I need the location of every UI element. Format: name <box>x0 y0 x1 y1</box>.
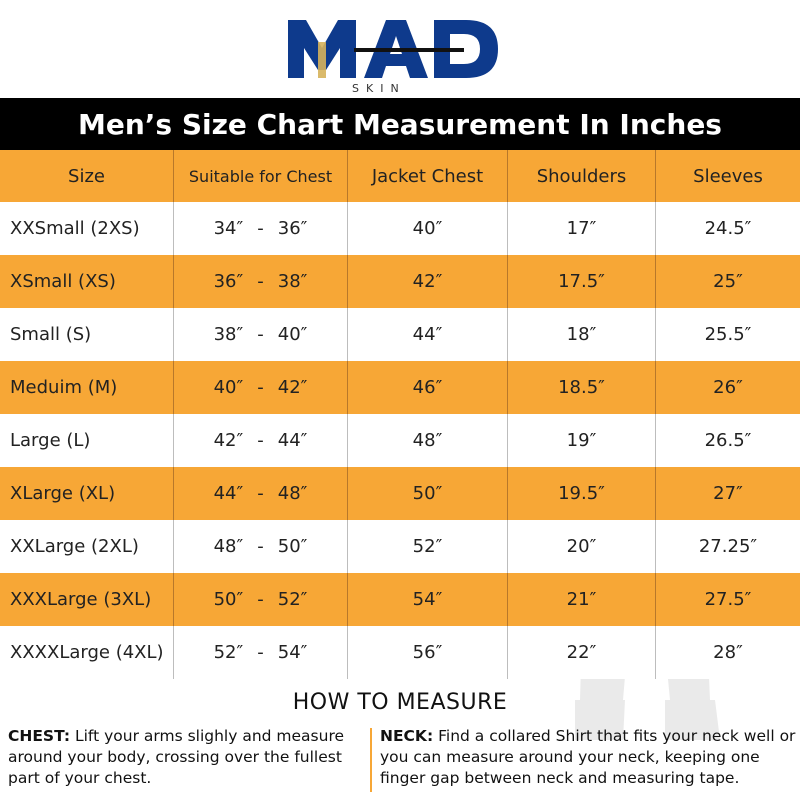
size-cell: Small (S) <box>0 308 174 361</box>
chest-instructions: CHEST: Lift your arms slighly and measur… <box>8 726 368 789</box>
column-header-size: Size <box>0 150 174 202</box>
logo-subtitle: SKIN <box>352 82 406 95</box>
shoulders-cell: 17″ <box>508 202 656 255</box>
chest-range-cell: 52″ -54″ <box>174 626 348 679</box>
table-row: XXXLarge (3XL) 50″ -52″ 54″ 21″ 27.5″ <box>0 573 800 626</box>
chest-range-cell: 40″ -42″ <box>174 361 348 414</box>
size-cell: XXXXLarge (4XL) <box>0 626 174 679</box>
neck-text: Find a collared Shirt that fits your nec… <box>380 727 796 787</box>
column-header-sleeves: Sleeves <box>693 165 763 187</box>
shoulders-cell: 17.5″ <box>508 255 656 308</box>
size-table: Size Suitable for Chest Jacket Chest Sho… <box>0 150 800 679</box>
brand-logo: SKIN <box>0 0 800 98</box>
jacket-chest-cell: 56″ <box>348 626 508 679</box>
sleeves-cell: 25″ <box>713 271 743 292</box>
jacket-chest-cell: 44″ <box>348 308 508 361</box>
chart-title: Men’s Size Chart Measurement In Inches <box>78 107 722 141</box>
sleeves-cell: 27″ <box>713 483 743 504</box>
shoulders-cell: 22″ <box>508 626 656 679</box>
sleeves-cell: 25.5″ <box>704 324 752 345</box>
shoulders-cell: 21″ <box>508 573 656 626</box>
neck-instructions: NECK: Find a collared Shirt that fits yo… <box>380 726 800 789</box>
shoulders-cell: 18″ <box>508 308 656 361</box>
shoulders-cell: 18.5″ <box>508 361 656 414</box>
chest-text: Lift your arms slighly and measure aroun… <box>8 727 345 787</box>
size-cell: XXXLarge (3XL) <box>0 573 174 626</box>
size-cell: XXSmall (2XS) <box>0 202 174 255</box>
jacket-chest-cell: 48″ <box>348 414 508 467</box>
table-row: Small (S) 38″ -40″ 44″ 18″ 25.5″ <box>0 308 800 361</box>
chest-range-cell: 34″ -36″ <box>174 202 348 255</box>
sleeves-cell: 27.5″ <box>704 589 752 610</box>
mad-logo-graphic <box>288 20 498 78</box>
jacket-chest-cell: 46″ <box>348 361 508 414</box>
sleeves-cell: 26″ <box>713 377 743 398</box>
column-header-suitable-chest: Suitable for Chest <box>174 150 348 202</box>
table-row: XSmall (XS) 36″ -38″ 42″ 17.5″ 25″ <box>0 255 800 308</box>
size-cell: XXLarge (2XL) <box>0 520 174 573</box>
table-row: XLarge (XL) 44″ -48″ 50″ 19.5″ 27″ <box>0 467 800 520</box>
chest-range-cell: 36″ -38″ <box>174 255 348 308</box>
table-header-row: Size Suitable for Chest Jacket Chest Sho… <box>0 150 800 202</box>
table-row: XXXXLarge (4XL) 52″ -54″ 56″ 22″ 28″ <box>0 626 800 679</box>
table-row: XXSmall (2XS) 34″ -36″ 40″ 17″ 24.5″ <box>0 202 800 255</box>
jacket-chest-cell: 42″ <box>348 255 508 308</box>
neck-label: NECK: <box>380 727 434 745</box>
sleeves-cell: 26.5″ <box>704 430 752 451</box>
chest-range-cell: 42″ -44″ <box>174 414 348 467</box>
instructions-divider <box>370 728 372 792</box>
chest-range-cell: 44″ -48″ <box>174 467 348 520</box>
size-cell: Large (L) <box>0 414 174 467</box>
jacket-chest-cell: 40″ <box>348 202 508 255</box>
size-cell: XSmall (XS) <box>0 255 174 308</box>
shoulders-cell: 19.5″ <box>508 467 656 520</box>
column-header-jacket-chest: Jacket Chest <box>348 150 508 202</box>
table-row: Meduim (M) 40″ -42″ 46″ 18.5″ 26″ <box>0 361 800 414</box>
jacket-chest-cell: 54″ <box>348 573 508 626</box>
size-cell: XLarge (XL) <box>0 467 174 520</box>
title-bar: Men’s Size Chart Measurement In Inches <box>0 98 800 150</box>
sleeves-cell: 27.25″ <box>698 536 758 557</box>
table-row: Large (L) 42″ -44″ 48″ 19″ 26.5″ <box>0 414 800 467</box>
table-row: XXLarge (2XL) 48″ -50″ 52″ 20″ 27.25″ <box>0 520 800 573</box>
sleeves-cell: 24.5″ <box>704 218 752 239</box>
jacket-chest-cell: 50″ <box>348 467 508 520</box>
shoulders-cell: 19″ <box>508 414 656 467</box>
column-header-shoulders: Shoulders <box>508 150 656 202</box>
size-cell: Meduim (M) <box>0 361 174 414</box>
sleeves-cell: 28″ <box>713 642 743 663</box>
jacket-chest-cell: 52″ <box>348 520 508 573</box>
shoulders-cell: 20″ <box>508 520 656 573</box>
chest-label: CHEST: <box>8 727 71 745</box>
chest-range-cell: 38″ -40″ <box>174 308 348 361</box>
how-to-measure-heading: HOW TO MEASURE <box>292 690 508 715</box>
chest-range-cell: 48″ -50″ <box>174 520 348 573</box>
chest-range-cell: 50″ -52″ <box>174 573 348 626</box>
